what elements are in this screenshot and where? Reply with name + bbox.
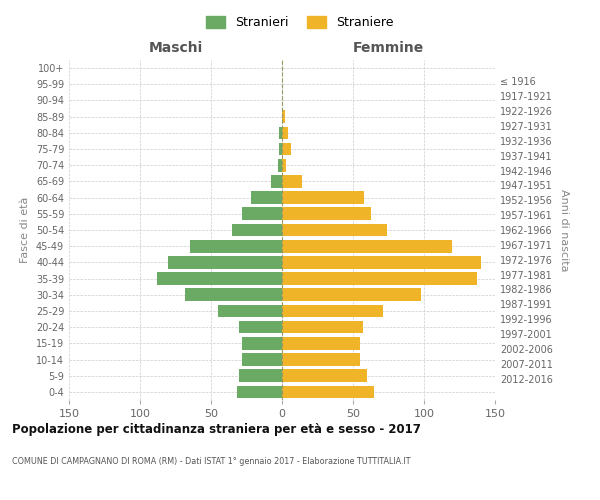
Bar xyxy=(282,256,481,268)
Bar xyxy=(282,126,287,139)
Bar xyxy=(239,321,282,334)
Bar xyxy=(279,142,282,156)
Bar xyxy=(282,142,290,156)
Bar xyxy=(282,110,285,123)
Text: Femmine: Femmine xyxy=(353,41,424,55)
Bar xyxy=(282,224,387,236)
Bar xyxy=(239,370,282,382)
Bar xyxy=(232,224,282,236)
Bar xyxy=(282,159,286,172)
Bar xyxy=(282,370,367,382)
Text: Maschi: Maschi xyxy=(148,41,203,55)
Bar xyxy=(185,288,282,301)
Bar xyxy=(242,353,282,366)
Text: COMUNE DI CAMPAGNANO DI ROMA (RM) - Dati ISTAT 1° gennaio 2017 - Elaborazione TU: COMUNE DI CAMPAGNANO DI ROMA (RM) - Dati… xyxy=(12,458,410,466)
Bar xyxy=(157,272,282,285)
Bar xyxy=(282,288,421,301)
Text: Popolazione per cittadinanza straniera per età e sesso - 2017: Popolazione per cittadinanza straniera p… xyxy=(12,422,421,436)
Bar xyxy=(279,126,282,139)
Legend: Stranieri, Straniere: Stranieri, Straniere xyxy=(202,11,398,34)
Bar xyxy=(282,240,452,252)
Bar xyxy=(282,386,374,398)
Bar xyxy=(169,256,282,268)
Bar xyxy=(190,240,282,252)
Bar xyxy=(236,386,282,398)
Bar xyxy=(282,353,360,366)
Bar xyxy=(218,304,282,318)
Bar xyxy=(282,192,364,204)
Bar xyxy=(282,321,363,334)
Bar xyxy=(278,159,282,172)
Y-axis label: Anni di nascita: Anni di nascita xyxy=(559,188,569,271)
Bar xyxy=(242,337,282,349)
Bar xyxy=(282,337,360,349)
Bar xyxy=(282,175,302,188)
Bar xyxy=(271,175,282,188)
Y-axis label: Fasce di età: Fasce di età xyxy=(20,197,30,263)
Bar xyxy=(282,208,371,220)
Bar xyxy=(242,208,282,220)
Bar xyxy=(251,192,282,204)
Bar xyxy=(282,272,476,285)
Bar xyxy=(282,304,383,318)
